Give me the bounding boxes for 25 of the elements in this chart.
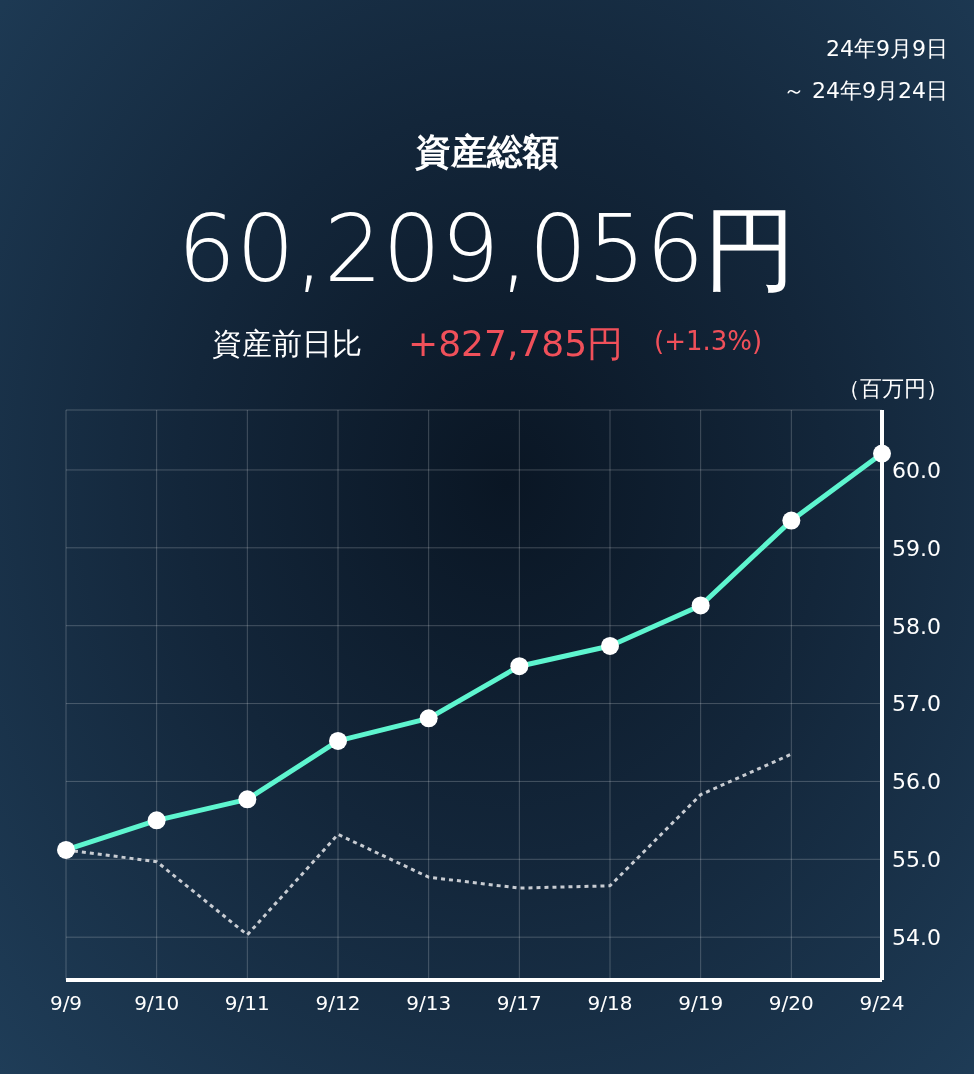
y-tick-label: 55.0 xyxy=(892,847,941,873)
text: 60,209,056円 xyxy=(176,195,798,305)
y-tick-label: 58.0 xyxy=(892,613,941,639)
chart-title: 資産総額 xyxy=(414,130,560,174)
x-tick-label: 9/24 xyxy=(859,991,905,1016)
y-tick-label: 60.0 xyxy=(892,457,941,483)
text: ～ 24年9月24日 xyxy=(783,77,948,105)
x-tick-label: 9/20 xyxy=(768,991,814,1016)
x-tick-label: 9/19 xyxy=(678,991,724,1016)
x-tick-label: 9/9 xyxy=(49,991,83,1016)
text: 資産前日比 xyxy=(212,325,362,363)
y-tick-label: 57.0 xyxy=(892,691,941,717)
x-tick-label: 9/10 xyxy=(134,991,180,1016)
x-tick-label: 9/18 xyxy=(587,991,633,1016)
y-tick-label: 59.0 xyxy=(892,535,941,561)
text: +827,785円 xyxy=(408,322,624,366)
text: (+1.3%) xyxy=(654,326,763,356)
x-tick-label: 9/17 xyxy=(496,991,542,1016)
y-tick-label: 54.0 xyxy=(892,924,941,950)
x-tick-label: 9/12 xyxy=(315,991,361,1016)
text: 24年9月9日 xyxy=(826,35,948,63)
x-tick-label: 9/11 xyxy=(224,991,270,1016)
y-tick-label: 56.0 xyxy=(892,769,941,795)
y-axis-title: （百万円） xyxy=(838,375,948,403)
x-tick-label: 9/13 xyxy=(406,991,452,1016)
